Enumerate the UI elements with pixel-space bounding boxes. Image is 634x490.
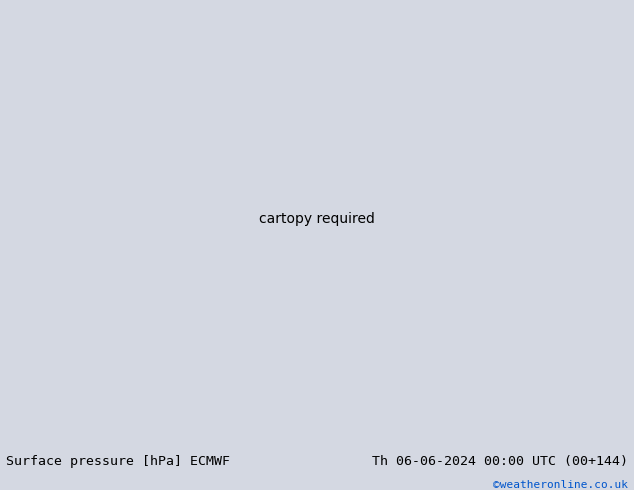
Text: Surface pressure [hPa] ECMWF: Surface pressure [hPa] ECMWF bbox=[6, 455, 230, 468]
Text: Th 06-06-2024 00:00 UTC (00+144): Th 06-06-2024 00:00 UTC (00+144) bbox=[372, 455, 628, 468]
Text: cartopy required: cartopy required bbox=[259, 212, 375, 226]
Text: ©weatheronline.co.uk: ©weatheronline.co.uk bbox=[493, 480, 628, 490]
